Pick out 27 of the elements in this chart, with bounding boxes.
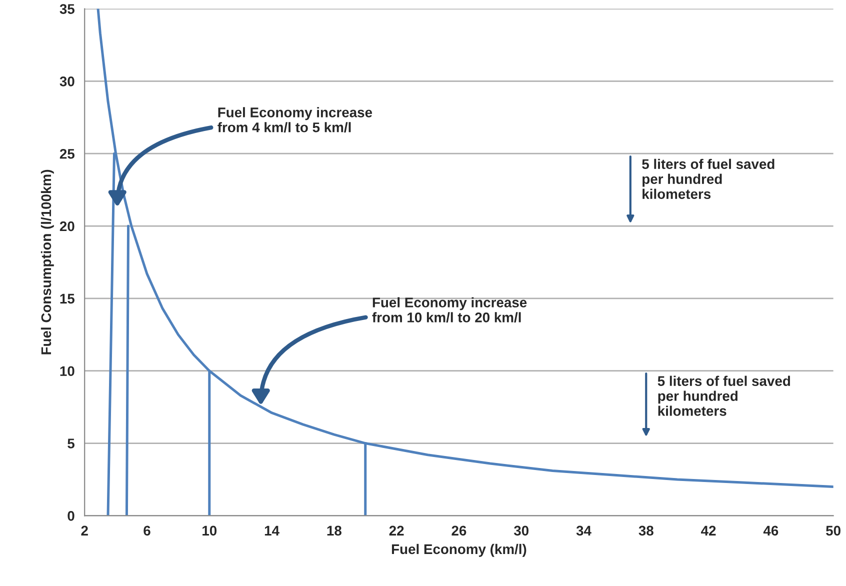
x-tick-label: 38 bbox=[638, 526, 654, 536]
annotation: 5 liters of fuel saved per hundred kilometers bbox=[658, 376, 790, 416]
x-tick-label: 2 bbox=[81, 526, 88, 536]
x-tick-label: 6 bbox=[144, 526, 150, 536]
x-tick-label: 42 bbox=[701, 526, 716, 536]
x-tick-label: 18 bbox=[327, 526, 342, 536]
x-tick-label: 30 bbox=[514, 526, 529, 536]
x-tick-label: 22 bbox=[389, 526, 404, 536]
y-tick-label: 25 bbox=[60, 148, 74, 159]
y-axis-title: Fuel Consumption (l/100km) bbox=[40, 170, 54, 354]
x-axis-title: Fuel Economy (km/l) bbox=[392, 544, 526, 557]
x-tick-label: 14 bbox=[264, 526, 280, 536]
x-tick-label: 26 bbox=[452, 526, 466, 536]
annotation: Fuel Economy increase from 4 km/l to 5 km/l bbox=[218, 107, 372, 132]
x-tick-label: 50 bbox=[826, 526, 840, 536]
annotation: Fuel Economy increase from 10 km/l to 20 km/l bbox=[372, 297, 527, 323]
y-tick-label: 15 bbox=[60, 294, 74, 304]
y-tick-label: 10 bbox=[60, 366, 74, 376]
y-tick-label: 0 bbox=[68, 511, 74, 521]
x-tick-label: 46 bbox=[763, 526, 778, 536]
annotation: 5 liters of fuel saved per hundred kilometers bbox=[642, 158, 774, 199]
y-tick-label: 20 bbox=[60, 221, 74, 232]
y-tick-label: 35 bbox=[60, 4, 74, 14]
y-tick-label: 30 bbox=[60, 76, 74, 86]
x-tick-label: 34 bbox=[576, 526, 592, 536]
y-tick-label: 5 bbox=[68, 438, 74, 448]
x-tick-label: 10 bbox=[202, 526, 217, 536]
